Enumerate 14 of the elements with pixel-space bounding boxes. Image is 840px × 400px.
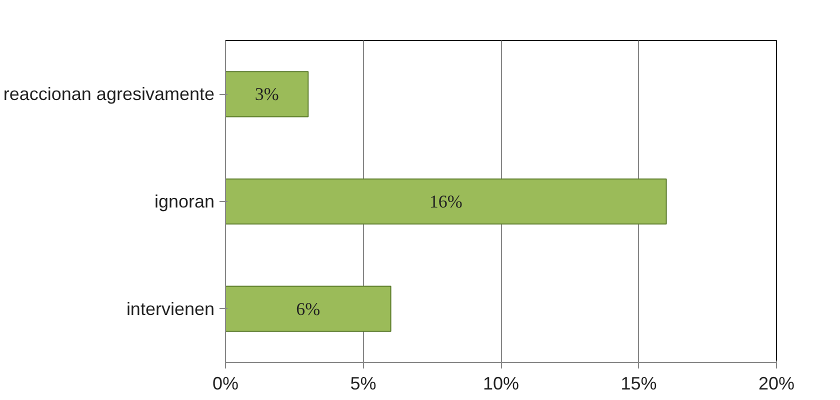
y-tick-label: reaccionan agresivamente [3, 84, 215, 104]
data-label: 3% [254, 84, 279, 104]
bar [226, 71, 309, 118]
x-tick-label: 10% [482, 374, 520, 394]
x-tick-label: 20% [758, 374, 795, 394]
bar [226, 286, 392, 332]
x-tick-label: 5% [350, 374, 376, 394]
data-label: 16% [429, 192, 462, 212]
data-label: 6% [296, 298, 320, 319]
bar [226, 178, 667, 225]
y-tick-label: intervienen [126, 298, 215, 319]
y-tick-label: ignoran [154, 192, 214, 212]
x-tick-label: 15% [620, 374, 657, 394]
x-tick-label: 0% [212, 374, 239, 394]
